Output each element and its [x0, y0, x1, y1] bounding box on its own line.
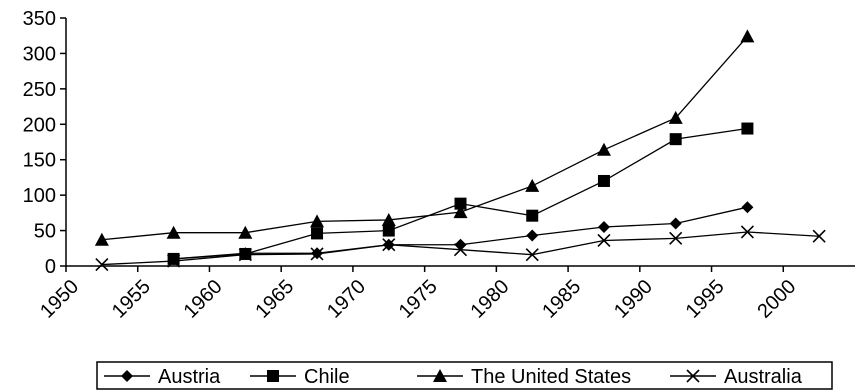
y-tick-label: 200 [23, 114, 56, 136]
data-point-the-united-states [525, 178, 540, 192]
y-tick-label: 300 [23, 43, 56, 65]
data-point-australia [669, 231, 683, 245]
legend-marker-the-united-states [433, 369, 447, 382]
data-point-australia [812, 229, 826, 243]
x-tick-label: 2000 [753, 276, 800, 323]
x-tick-label: 1955 [108, 276, 155, 323]
data-point-austria [669, 217, 682, 230]
x-tick-label: 1950 [36, 276, 83, 323]
data-point-chile [597, 174, 610, 187]
x-tick-label: 1980 [466, 276, 513, 323]
y-tick-label: 100 [23, 185, 56, 207]
chart-axes [65, 18, 855, 267]
chart-legend: Austria Chile The United States Australia [96, 361, 833, 390]
data-point-the-united-states [453, 205, 468, 219]
data-point-chile [311, 227, 324, 240]
y-tick-label: 150 [23, 150, 56, 172]
legend-item-chile: Chile [250, 366, 350, 388]
axis-ticks: 0 50 100 150 200 250 300 350 1950 1955 1960 1965 197… [23, 8, 801, 323]
data-point-the-united-states [596, 142, 611, 156]
data-point-the-united-states [166, 225, 181, 239]
x-tick-label: 1960 [180, 276, 227, 323]
data-point-austria [526, 229, 539, 242]
data-point-the-united-states [740, 29, 755, 43]
legend-label: The United States [471, 366, 631, 388]
data-point-australia [238, 248, 252, 262]
legend-marker-austria [121, 370, 133, 382]
series-australia [95, 225, 826, 272]
data-point-australia [310, 247, 324, 261]
legend-marker-australia [686, 369, 700, 383]
series-line-the-united-states [101, 35, 748, 241]
data-point-australia [453, 243, 468, 257]
x-tick-label: 1970 [323, 276, 370, 323]
legend-item-australia: Australia [670, 366, 803, 388]
data-point-chile [526, 209, 539, 222]
y-tick-label: 250 [23, 79, 56, 101]
legend-item-the-united-states: The United States [417, 366, 631, 388]
data-point-chile [741, 122, 754, 135]
data-point-chile [382, 224, 395, 237]
x-tick-label: 1975 [395, 276, 442, 323]
data-point-chile [167, 252, 180, 265]
y-tick-label: 350 [23, 8, 56, 30]
data-point-the-united-states [238, 225, 253, 239]
data-point-austria [597, 221, 610, 234]
data-point-chile [669, 133, 682, 146]
legend-marker-chile [267, 370, 279, 382]
data-point-australia [525, 248, 539, 262]
data-point-australia [597, 233, 611, 248]
data-point-the-united-states [310, 214, 325, 228]
data-point-australia [167, 254, 181, 268]
y-tick-label: 0 [45, 256, 56, 278]
legend-label: Austria [158, 366, 221, 388]
data-point-australia [95, 258, 109, 272]
legend-box [96, 361, 833, 390]
series-the-united-states [94, 29, 755, 246]
y-tick-label: 50 [34, 221, 56, 243]
x-tick-label: 1965 [251, 276, 298, 323]
data-point-austria [741, 201, 754, 214]
data-point-australia [382, 238, 396, 252]
series-layer [94, 29, 826, 272]
x-tick-label: 1985 [538, 276, 585, 323]
data-point-the-united-states [381, 212, 396, 226]
legend-item-austria: Austria [104, 366, 221, 388]
legend-label: Chile [304, 366, 350, 388]
x-tick-label: 1990 [610, 276, 657, 323]
data-point-australia [740, 225, 754, 239]
legend-label: Australia [724, 366, 803, 388]
data-point-chile [454, 197, 467, 210]
data-point-the-united-states [668, 110, 683, 124]
x-tick-label: 1995 [682, 276, 729, 323]
data-point-the-united-states [94, 232, 109, 246]
